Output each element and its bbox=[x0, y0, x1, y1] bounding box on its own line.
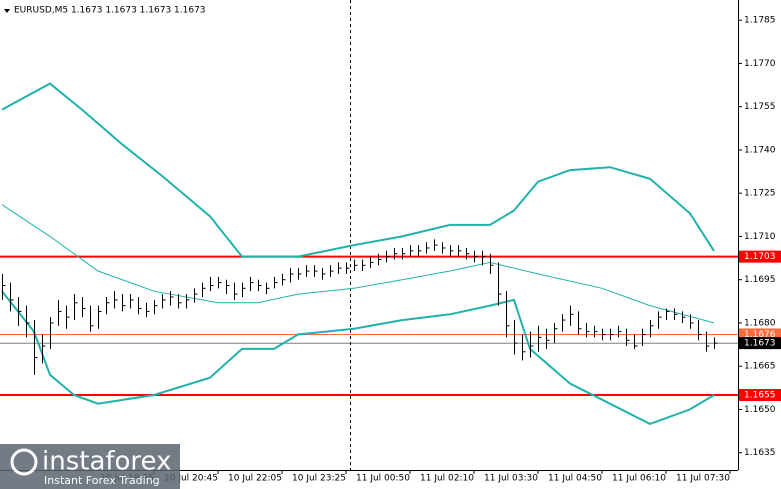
x-tick-label: 10 Jul 22:05 bbox=[228, 474, 282, 484]
level-tag bbox=[739, 389, 781, 402]
x-tick-label: 11 Jul 06:10 bbox=[612, 474, 666, 484]
band-line bbox=[1, 290, 715, 425]
watermark: instaforex Instant Forex Trading bbox=[0, 444, 180, 489]
y-tick-label: 1.1755 bbox=[744, 102, 776, 112]
x-tick-label: 11 Jul 04:50 bbox=[548, 474, 602, 484]
menu-arrow bbox=[4, 9, 10, 13]
y-tick-label: 1.1650 bbox=[744, 405, 776, 415]
level-tag bbox=[739, 337, 781, 350]
level-label: 1.1676 bbox=[744, 330, 776, 340]
chart-title: EURUSD,M5 1.1673 1.1673 1.1673 1.1673 bbox=[14, 6, 206, 16]
band-line bbox=[1, 82, 715, 258]
x-tick-label: 11 Jul 00:50 bbox=[356, 474, 410, 484]
y-tick-label: 1.1785 bbox=[744, 16, 776, 26]
band-line bbox=[1, 204, 715, 324]
x-tick-label: 11 Jul 03:30 bbox=[484, 474, 538, 484]
level-label: 1.1673 bbox=[744, 339, 776, 349]
y-tick-label: 1.1695 bbox=[744, 275, 776, 285]
level-label: 1.1703 bbox=[744, 252, 776, 262]
x-tick-label: 10 Jul 23:25 bbox=[292, 474, 346, 484]
x-tick-label: 10 Jul 20:45 bbox=[164, 474, 218, 484]
watermark-brand: instaforex bbox=[42, 447, 171, 477]
level-label: 1.1655 bbox=[744, 391, 776, 401]
y-tick-label: 1.1635 bbox=[744, 448, 776, 458]
y-tick-label: 1.1770 bbox=[744, 59, 776, 69]
watermark-tagline: Instant Forex Trading bbox=[44, 474, 160, 487]
y-tick-label: 1.1665 bbox=[744, 362, 776, 372]
x-tick-label: 11 Jul 07:30 bbox=[676, 474, 730, 484]
y-tick-label: 1.1740 bbox=[744, 145, 776, 155]
y-tick-label: 1.1680 bbox=[744, 318, 776, 328]
level-tag bbox=[739, 250, 781, 263]
y-tick-label: 1.1710 bbox=[744, 232, 776, 242]
plot: 1.1785 1.1770 1.1755 1.1740 1.1725 1.1710 1.16… bbox=[0, 16, 781, 484]
x-tick-label: 11 Jul 02:10 bbox=[420, 474, 474, 484]
y-tick-label: 1.1725 bbox=[744, 189, 776, 199]
watermark-logo bbox=[10, 448, 38, 476]
